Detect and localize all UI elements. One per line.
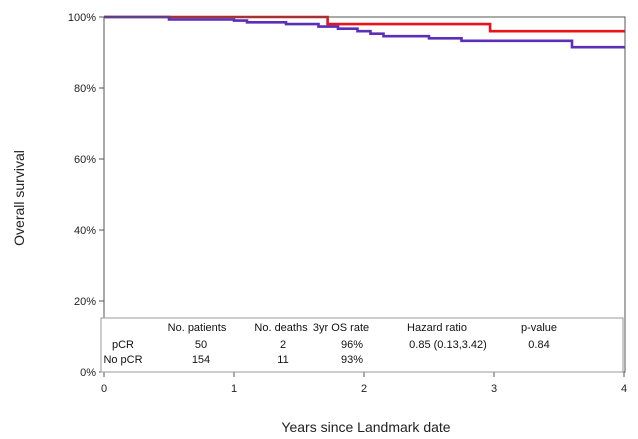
plot-marks bbox=[104, 15, 625, 49]
table-header: No. patients bbox=[168, 322, 227, 334]
x-tick-label: 2 bbox=[361, 383, 367, 395]
x-axis-title: Years since Landmark date bbox=[281, 419, 450, 435]
table-header: p-value bbox=[521, 322, 557, 334]
stats-table-box bbox=[100, 317, 624, 373]
y-tick-label: 100% bbox=[68, 12, 96, 24]
y-tick-label: 40% bbox=[74, 225, 96, 237]
table-cell: 50 bbox=[195, 339, 207, 351]
y-axis-title: Overall survival bbox=[11, 150, 27, 246]
table-cell: 11 bbox=[277, 354, 288, 366]
x-tick-label: 4 bbox=[621, 383, 627, 395]
x-tick-label: 0 bbox=[101, 383, 107, 395]
table-row-label: No pCR bbox=[103, 354, 142, 366]
table-cell: 93% bbox=[341, 354, 363, 366]
y-tick-label: 80% bbox=[74, 83, 96, 95]
y-tick-label: 60% bbox=[74, 154, 96, 166]
table-cell: 2 bbox=[280, 339, 286, 351]
y-tick-label: 20% bbox=[74, 296, 96, 308]
table-header: 3yr OS rate bbox=[313, 322, 369, 334]
y-tick-label: 0% bbox=[80, 367, 96, 379]
table-header: Hazard ratio bbox=[407, 322, 467, 334]
table-cell: 0.85 (0.13,3.42) bbox=[409, 339, 487, 351]
table-row-label: pCR bbox=[112, 339, 134, 351]
x-tick-label: 3 bbox=[491, 383, 497, 395]
table-cell: 96% bbox=[341, 339, 363, 351]
stats-table: No. patients No. deaths 3yr OS rate Hazard … bbox=[100, 317, 624, 373]
table-header: No. deaths bbox=[254, 322, 308, 334]
axes: 0% 20% 40% 60% 80% 100% 0 1 2 3 4 bbox=[68, 12, 627, 395]
x-tick-label: 1 bbox=[231, 383, 237, 395]
table-cell: 154 bbox=[192, 354, 210, 366]
table-cell: 0.84 bbox=[528, 339, 549, 351]
series-line-no-pcr bbox=[104, 15, 625, 49]
